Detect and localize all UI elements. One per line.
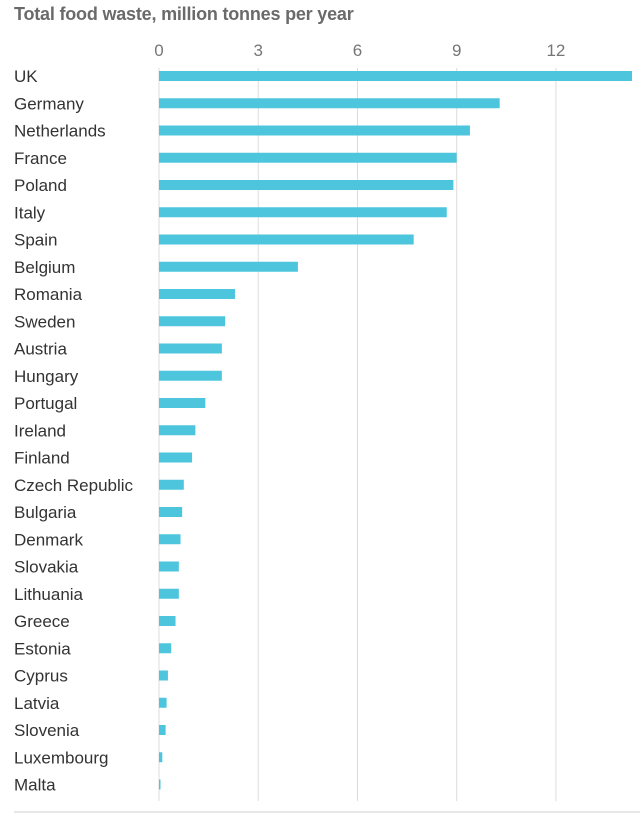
bar [159,398,206,408]
bar [159,725,166,735]
bar [159,779,161,790]
x-tick-label: 0 [154,41,163,60]
category-label: Czech Republic [14,476,134,495]
chart-title: Total food waste, million tonnes per yea… [14,4,354,24]
bar [159,316,226,327]
bar [159,534,181,545]
category-label: Denmark [14,530,83,549]
category-label: Estonia [14,639,71,658]
bar [159,152,457,163]
bar [159,616,176,626]
category-label: Luxembourg [14,748,109,767]
bar [159,643,172,654]
category-label: Romania [14,285,83,304]
bar [159,670,168,681]
category-label: Cyprus [14,667,68,686]
bar [159,289,236,299]
category-label: Bulgaria [14,503,77,522]
bar [159,507,183,517]
bar [159,261,298,272]
bar [159,479,184,490]
category-label: Ireland [14,421,66,440]
bar [159,98,500,109]
category-label: Austria [14,340,67,359]
x-tick-label: 6 [353,41,362,60]
category-label: Portugal [14,394,77,413]
category-label: Finland [14,449,70,468]
bar [159,125,470,136]
x-tick-label: 3 [253,41,262,60]
category-label: Lithuania [14,585,84,604]
bar [159,180,454,190]
bar [159,234,414,245]
x-tick-label: 9 [452,41,461,60]
category-label: Hungary [14,367,79,386]
category-label: Belgium [14,258,75,277]
bar [159,752,163,763]
category-label: Sweden [14,312,75,331]
bar [159,425,196,436]
category-label: France [14,149,67,168]
bar [159,697,167,708]
category-label: Slovakia [14,558,79,577]
category-label: Slovenia [14,721,80,740]
category-label: Germany [14,94,84,113]
category-label: Italy [14,203,46,222]
category-label: UK [14,67,38,86]
category-label: Latvia [14,694,60,713]
category-label: Malta [14,776,56,795]
bar [159,370,222,381]
bar [159,71,632,81]
bar [159,343,222,354]
category-label: Netherlands [14,122,106,141]
bar [159,452,193,463]
x-tick-label: 12 [546,41,565,60]
bar [159,207,447,218]
category-label: Poland [14,176,67,195]
bar [159,588,179,599]
bar [159,561,179,572]
category-label: Greece [14,612,70,631]
category-label: Spain [14,231,57,250]
